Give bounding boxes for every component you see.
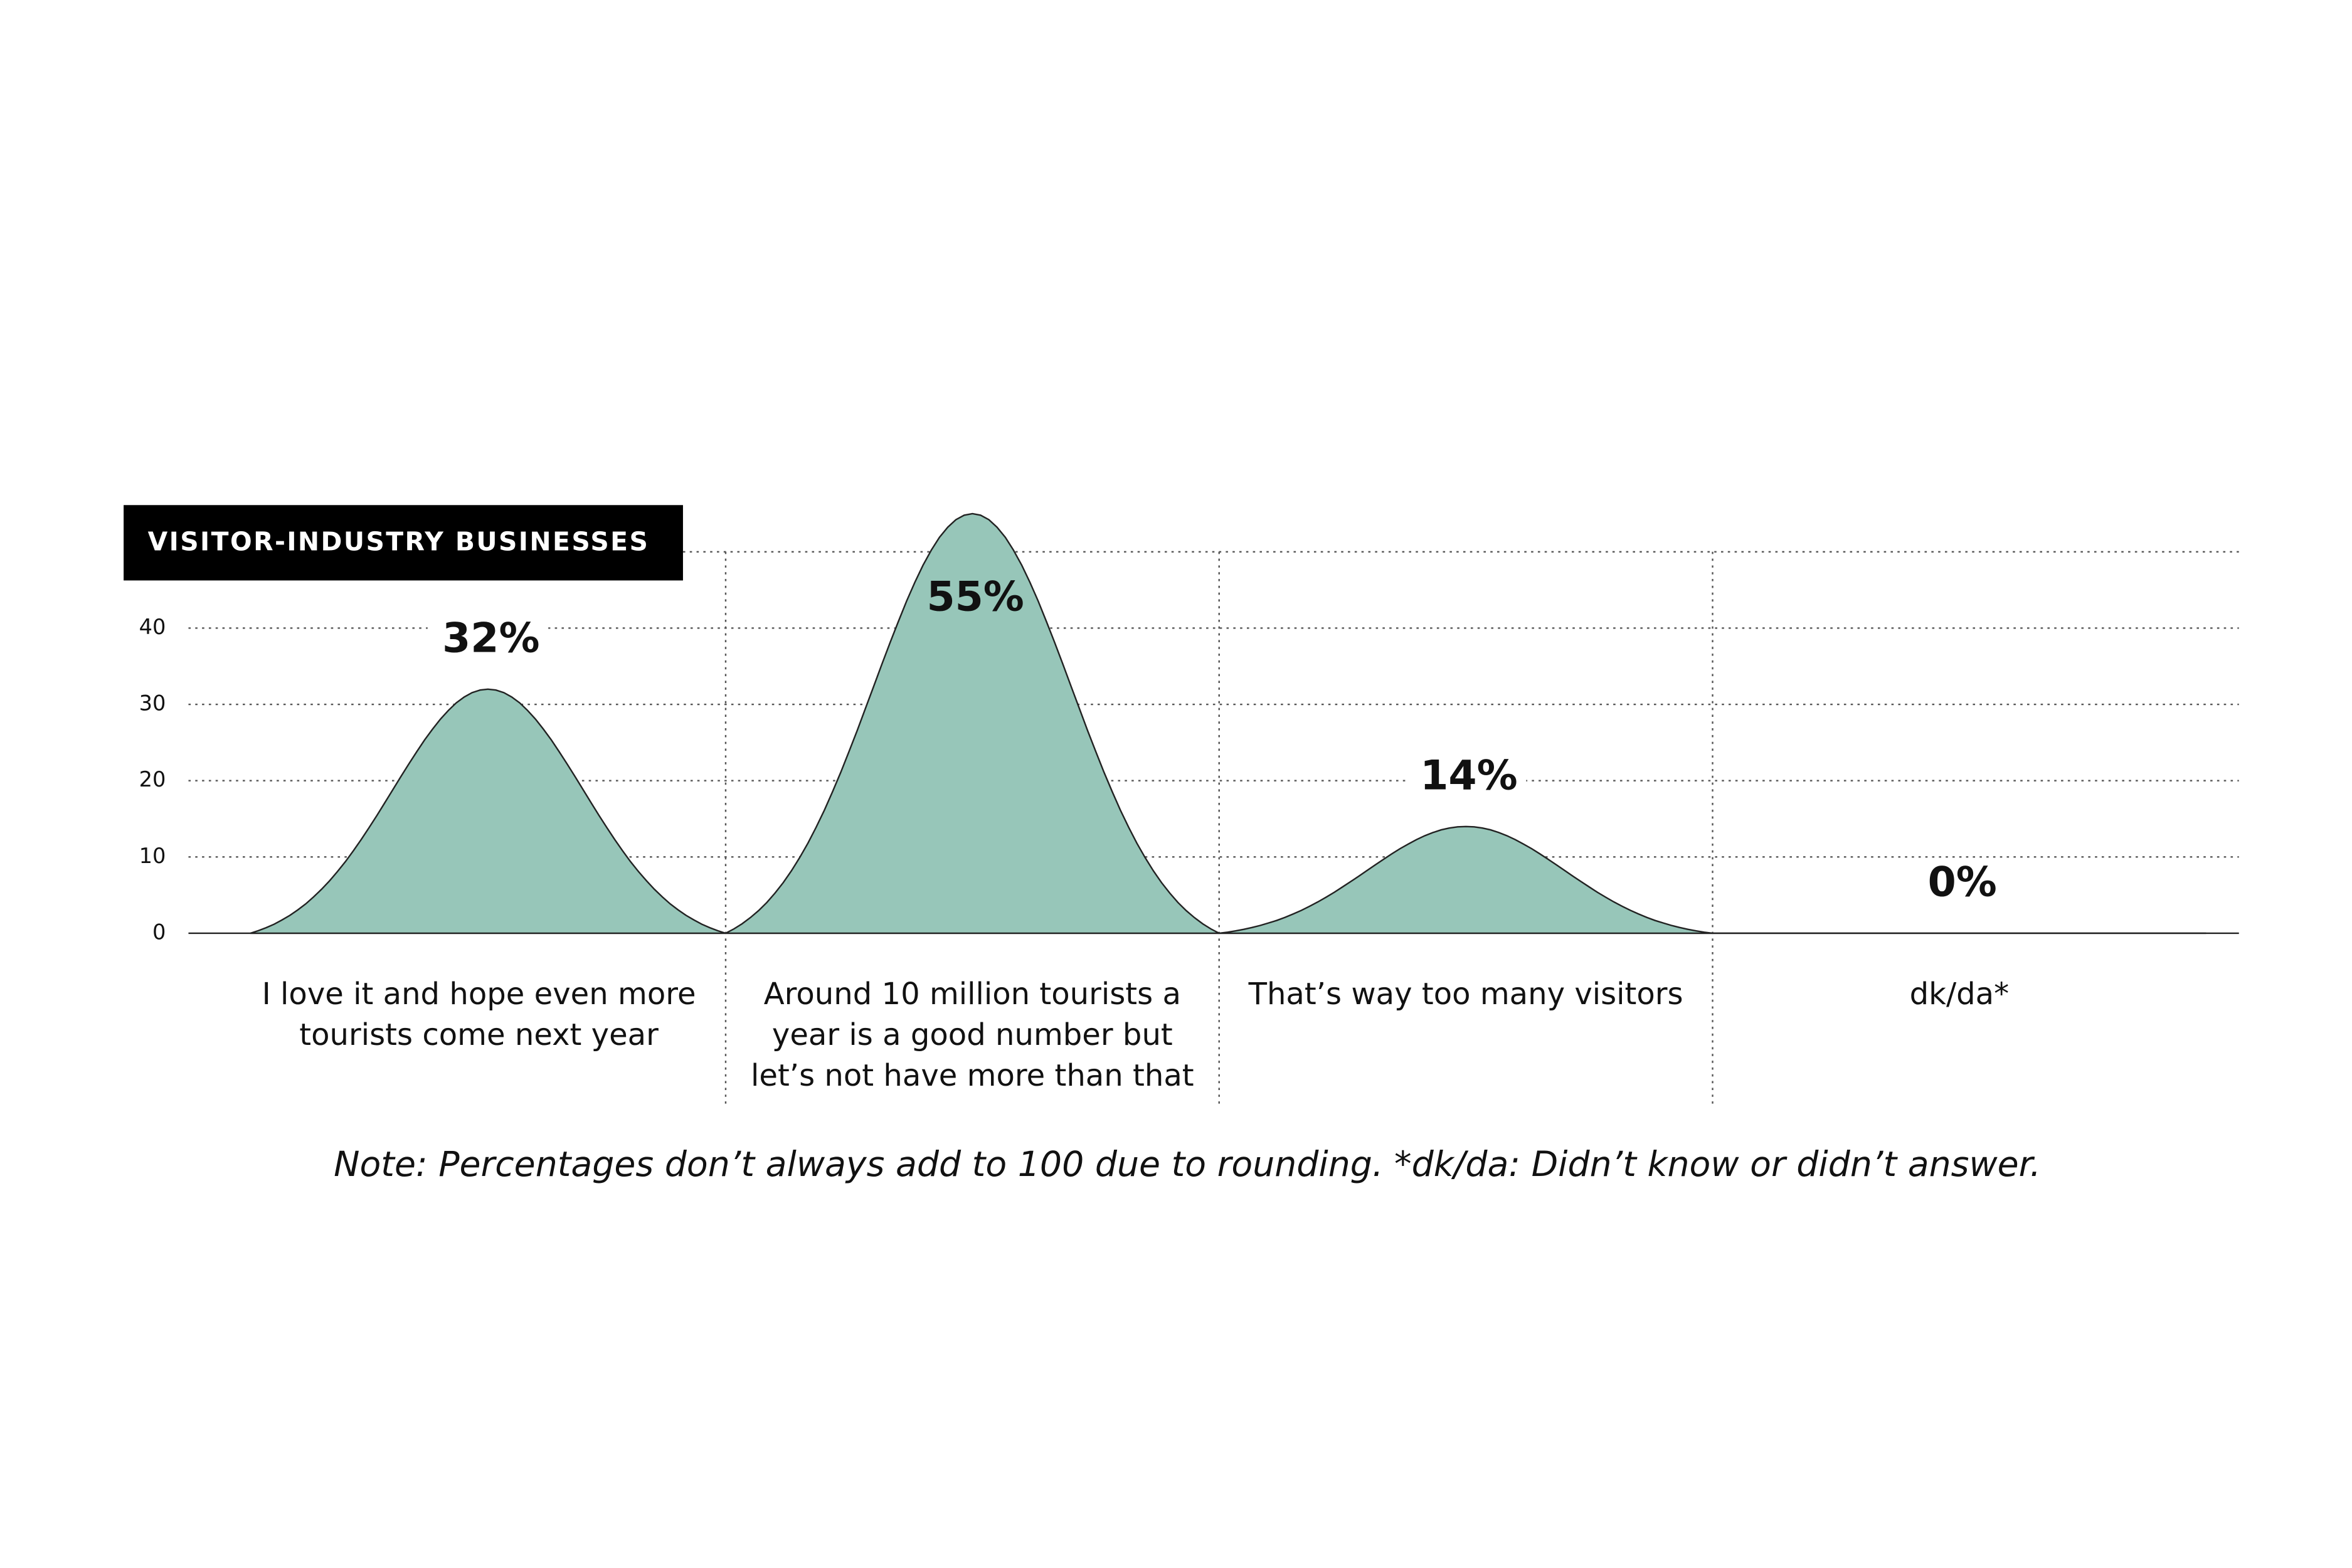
category-label: I love it and hope even more tourists co… — [262, 975, 696, 1052]
label-bg — [1405, 751, 1527, 806]
label-bg — [1899, 857, 2020, 913]
y-tick-label: 40 — [139, 615, 166, 639]
value-label: 14% — [1420, 752, 1517, 799]
value-label: 0% — [1928, 859, 1997, 906]
y-tick-label: 30 — [139, 691, 166, 716]
area — [1219, 825, 1713, 935]
value-label: 32% — [442, 615, 539, 662]
category-label: That’s way too many visitors — [1248, 975, 1683, 1012]
chart-title: VISITOR-INDUSTRY BUSINESSES — [124, 505, 683, 581]
y-tick-label: 20 — [139, 767, 166, 792]
area — [725, 512, 1220, 935]
y-tick-label: 10 — [139, 844, 166, 868]
value-label: 55% — [927, 574, 1024, 621]
category-label: Around 10 million tourists a year is a g… — [751, 975, 1194, 1093]
note: Note: Percentages don’t always add to 10… — [334, 1145, 2041, 1185]
area — [250, 688, 726, 935]
category-label: dk/da* — [1909, 975, 2010, 1012]
label-bg — [427, 613, 549, 669]
y-tick-label: 0 — [152, 919, 166, 944]
